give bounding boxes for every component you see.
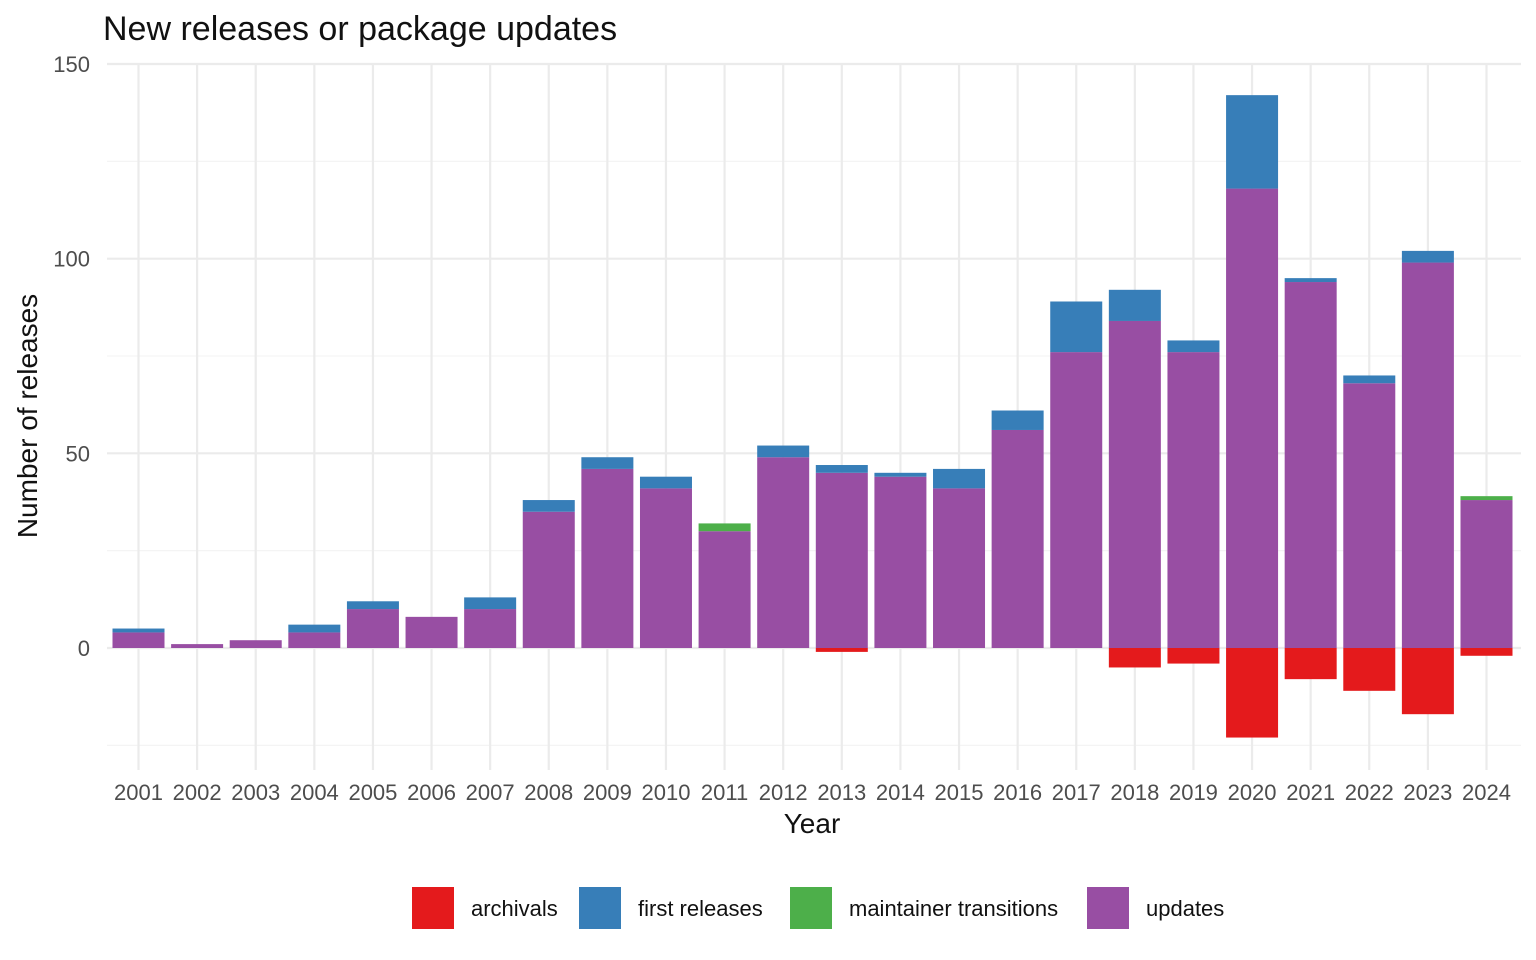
bar-maintainer-transitions-2024 (1460, 496, 1513, 501)
bar-first-releases-2013 (815, 465, 868, 473)
x-tick-label: 2021 (1286, 780, 1335, 805)
bar-updates-2013 (815, 472, 868, 648)
bar-first-releases-2020 (1226, 95, 1279, 189)
x-tick-label: 2023 (1403, 780, 1452, 805)
x-tick-label: 2002 (173, 780, 222, 805)
y-axis-ticks: 0 50 100 150 (53, 52, 90, 661)
x-tick-label: 2013 (817, 780, 866, 805)
bar-updates-2004 (288, 632, 341, 648)
x-tick-label: 2018 (1110, 780, 1159, 805)
bar-first-releases-2018 (1108, 289, 1161, 321)
bar-updates-2011 (698, 531, 751, 648)
bar-updates-2003 (229, 640, 282, 648)
bar-archivals-2020 (1226, 648, 1279, 738)
chart-title: New releases or package updates (103, 10, 617, 48)
bar-first-releases-2008 (522, 500, 575, 512)
x-tick-label: 2003 (231, 780, 280, 805)
bar-archivals-2019 (1167, 648, 1220, 664)
x-axis-ticks: 2001 2002 2003 2004 2005 2006 2007 2008 2009 2010… (114, 780, 1511, 805)
bar-archivals-2022 (1343, 648, 1396, 691)
bar-first-releases-2009 (581, 457, 634, 469)
legend-key-first-releases (579, 887, 621, 929)
bar-updates-2018 (1108, 320, 1161, 648)
x-tick-label: 2019 (1169, 780, 1218, 805)
legend-label: maintainer transitions (849, 896, 1058, 921)
bar-updates-2016 (991, 429, 1044, 648)
bar-first-releases-2019 (1167, 340, 1220, 353)
y-tick-label: 0 (78, 636, 90, 661)
y-tick-label: 100 (53, 247, 90, 272)
x-tick-label: 2017 (1052, 780, 1101, 805)
bar-first-releases-2022 (1343, 375, 1396, 384)
bar-first-releases-2001 (112, 628, 165, 633)
y-axis-title: Number of releases (12, 294, 43, 538)
y-tick-label: 150 (53, 52, 90, 77)
bar-first-releases-2017 (1050, 301, 1103, 353)
bar-maintainer-transitions-2011 (698, 523, 751, 532)
x-tick-label: 2006 (407, 780, 456, 805)
bar-updates-2023 (1401, 262, 1454, 648)
bar-first-releases-2021 (1284, 278, 1337, 283)
x-tick-label: 2024 (1462, 780, 1511, 805)
x-tick-label: 2009 (583, 780, 632, 805)
legend-key-archivals (412, 887, 454, 929)
bar-updates-2006 (405, 616, 458, 648)
legend: archivals first releases maintainer transi… (412, 887, 1224, 929)
x-tick-label: 2005 (348, 780, 397, 805)
bar-updates-2022 (1343, 383, 1396, 648)
x-tick-label: 2008 (524, 780, 573, 805)
bar-updates-2019 (1167, 352, 1220, 648)
x-tick-label: 2015 (935, 780, 984, 805)
bar-archivals-2024 (1460, 648, 1513, 656)
bar-updates-2008 (522, 511, 575, 648)
bar-updates-2015 (933, 488, 986, 648)
bar-updates-2005 (346, 609, 399, 648)
bar-first-releases-2012 (757, 445, 810, 458)
bar-updates-2017 (1050, 352, 1103, 648)
bar-updates-2021 (1284, 282, 1337, 648)
bar-updates-2010 (639, 488, 692, 648)
bar-first-releases-2016 (991, 410, 1044, 430)
x-tick-label: 2011 (701, 780, 748, 805)
bar-updates-2024 (1460, 500, 1513, 648)
bar-archivals-2023 (1401, 648, 1454, 715)
bar-archivals-2013 (815, 648, 868, 652)
bar-updates-2001 (112, 632, 165, 648)
bar-archivals-2021 (1284, 648, 1337, 680)
bar-updates-2012 (757, 457, 810, 648)
x-tick-label: 2014 (876, 780, 925, 805)
bar-first-releases-2005 (346, 601, 399, 610)
x-tick-label: 2001 (114, 780, 163, 805)
x-tick-label: 2022 (1345, 780, 1394, 805)
bar-updates-2014 (874, 476, 927, 648)
bar-first-releases-2014 (874, 472, 927, 477)
x-tick-label: 2016 (993, 780, 1042, 805)
bar-updates-2020 (1226, 188, 1279, 648)
x-tick-label: 2004 (290, 780, 339, 805)
bar-updates-2002 (171, 644, 224, 648)
legend-key-updates (1087, 887, 1129, 929)
bar-updates-2007 (464, 609, 517, 648)
legend-key-maintainer-transitions (790, 887, 832, 929)
legend-label: updates (1146, 896, 1224, 921)
bar-archivals-2018 (1108, 648, 1161, 668)
y-tick-label: 50 (66, 441, 90, 466)
legend-label: archivals (471, 896, 558, 921)
x-axis-title: Year (784, 808, 841, 839)
bars (112, 95, 1513, 738)
bar-first-releases-2004 (288, 624, 341, 633)
x-tick-label: 2020 (1228, 780, 1277, 805)
bar-updates-2009 (581, 468, 634, 648)
bar-first-releases-2007 (464, 597, 517, 610)
bar-first-releases-2023 (1401, 250, 1454, 263)
bar-first-releases-2010 (639, 476, 692, 489)
bar-first-releases-2015 (933, 468, 986, 489)
x-tick-label: 2007 (466, 780, 515, 805)
x-tick-label: 2012 (759, 780, 808, 805)
legend-label: first releases (638, 896, 763, 921)
x-tick-label: 2010 (642, 780, 691, 805)
